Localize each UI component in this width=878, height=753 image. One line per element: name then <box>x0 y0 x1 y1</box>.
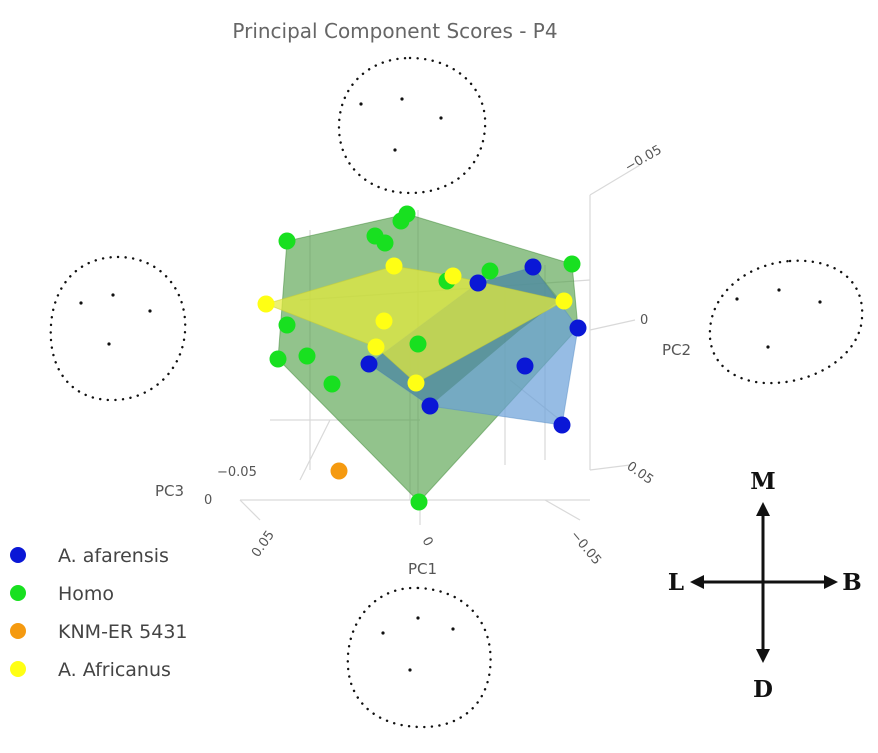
point-knm-er-5431-0 <box>330 462 348 480</box>
legend-marker-0 <box>10 547 26 563</box>
outline-bottom <box>346 586 492 729</box>
y-tick-2: 0 <box>640 313 648 328</box>
outline-landmarks <box>79 97 822 672</box>
compass-label-top: M <box>750 468 775 495</box>
point-a-africanus-1 <box>385 257 403 275</box>
legend-label-1: Homo <box>58 583 114 605</box>
x-tick-2: 0 <box>419 535 436 550</box>
chart-title: Principal Component Scores - P4 <box>232 19 557 43</box>
z-tick-1: −0.05 <box>217 465 257 480</box>
compass-arrow-left <box>690 575 704 589</box>
point-homo-13 <box>409 335 427 353</box>
point-homo-4 <box>278 232 296 250</box>
compass-label-right: B <box>842 569 861 596</box>
point-a-africanus-6 <box>407 374 425 392</box>
point-homo-9 <box>269 350 287 368</box>
data-points <box>257 205 587 511</box>
point-homo-10 <box>298 347 316 365</box>
y-tick-3: 0.05 <box>624 459 656 488</box>
compass-label-bottom: D <box>753 676 773 703</box>
legend-label-0: A. afarensis <box>58 545 169 567</box>
legend-label-3: A. Africanus <box>58 659 171 681</box>
point-a-africanus-4 <box>375 312 393 330</box>
legend-marker-3 <box>10 661 26 677</box>
z-axis-label: PC3 <box>155 482 184 500</box>
x-axis-label: PC1 <box>408 560 437 578</box>
point-homo-11 <box>323 375 341 393</box>
point-homo-1 <box>392 212 410 230</box>
compass-arrow-up <box>756 502 770 516</box>
point-homo-12 <box>410 493 428 511</box>
point-a-africanus-5 <box>367 338 385 356</box>
compass-arrow-right <box>824 575 838 589</box>
outline-top <box>337 56 487 195</box>
outline-right <box>708 259 864 385</box>
y-tick-1: −0.05 <box>623 143 665 176</box>
point-homo-8 <box>278 316 296 334</box>
point-a-afarensis-4 <box>421 397 439 415</box>
point-a-afarensis-1 <box>569 319 587 337</box>
point-a-afarensis-5 <box>360 355 378 373</box>
compass-label-left: L <box>668 569 684 596</box>
y-axis-label: PC2 <box>662 341 691 359</box>
point-homo-3 <box>376 234 394 252</box>
legend-label-2: KNM-ER 5431 <box>58 621 188 643</box>
point-a-africanus-2 <box>444 267 462 285</box>
point-a-africanus-0 <box>257 295 275 313</box>
point-a-afarensis-0 <box>524 258 542 276</box>
outline-sketches <box>49 56 864 729</box>
legend: A. afarensis Homo KNM-ER 5431 A. Africanus <box>10 545 188 681</box>
point-a-africanus-3 <box>555 292 573 310</box>
point-homo-6 <box>481 262 499 280</box>
legend-marker-1 <box>10 585 26 601</box>
outline-left <box>49 255 187 402</box>
point-a-afarensis-6 <box>469 274 487 292</box>
legend-marker-2 <box>10 623 26 639</box>
point-a-afarensis-2 <box>516 357 534 375</box>
point-a-afarensis-3 <box>553 416 571 434</box>
x-tick-1: 0.05 <box>249 528 278 560</box>
compass: M L B D <box>668 468 862 703</box>
z-tick-2: 0 <box>204 493 212 508</box>
compass-arrow-down <box>756 649 770 663</box>
point-homo-5 <box>563 255 581 273</box>
x-tick-3: −0.05 <box>567 528 604 568</box>
